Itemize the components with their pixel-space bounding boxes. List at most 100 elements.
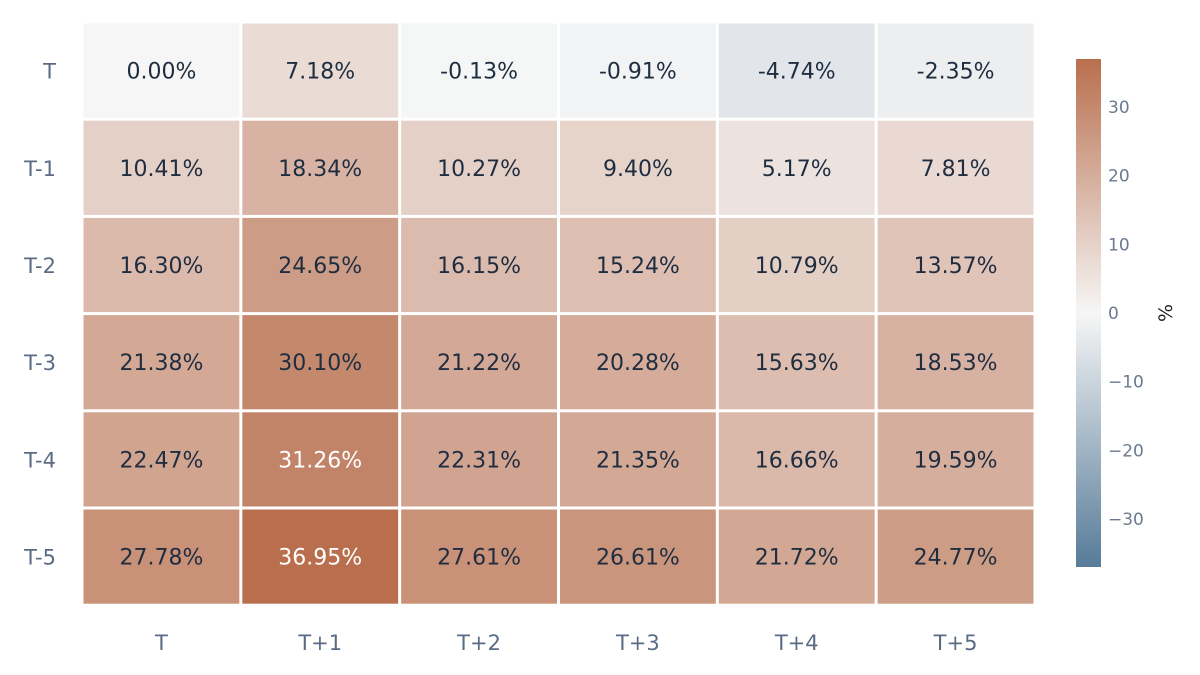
heatmap-cell	[83, 412, 240, 507]
heatmap-cell	[242, 217, 399, 313]
x-tick-label: T+4	[774, 631, 819, 655]
heatmap-cell	[559, 315, 716, 410]
heatmap-cell	[559, 23, 716, 118]
heatmap-cell-labels: 0.00% 7.18% -0.13% -0.91% -4.74% -2.35% 10.41%…	[119, 60, 997, 571]
heatmap-cells	[83, 23, 1034, 604]
cell-value-label: 26.61%	[596, 546, 680, 571]
colorbar-tick-label: 30	[1108, 98, 1130, 118]
cell-value-label: 21.38%	[119, 351, 203, 376]
x-axis-ticks: T T+1 T+2 T+3 T+4 T+5	[154, 631, 977, 655]
heatmap-cell	[242, 412, 399, 507]
y-tick-label: T-1	[23, 157, 56, 181]
colorbar-tick-label: −30	[1108, 510, 1144, 530]
cell-value-label: 36.95%	[278, 546, 362, 571]
cell-value-label: 16.15%	[437, 254, 521, 279]
heatmap-cell	[559, 120, 716, 215]
heatmap-cell	[83, 120, 240, 215]
colorbar-tick-label: 20	[1108, 167, 1130, 187]
cell-value-label: 10.27%	[437, 157, 521, 182]
heatmap-cell	[877, 120, 1034, 215]
cell-value-label: 7.81%	[921, 157, 991, 182]
cell-value-label: 5.17%	[762, 157, 832, 182]
heatmap-cell	[242, 120, 399, 215]
heatmap-cell	[242, 315, 399, 410]
heatmap-cell	[718, 509, 875, 604]
heatmap-cell	[559, 217, 716, 313]
cell-value-label: 21.72%	[755, 546, 839, 571]
heatmap-cell	[83, 509, 240, 604]
colorbar: 30 20 10 0 −10 −20 −30 %	[1076, 59, 1177, 567]
cell-value-label: 16.30%	[119, 254, 203, 279]
cell-value-label: 15.63%	[755, 351, 839, 376]
heatmap-cell	[242, 23, 399, 118]
cell-value-label: 22.47%	[119, 448, 203, 473]
colorbar-title: %	[1155, 304, 1177, 322]
y-tick-label: T-5	[23, 546, 56, 570]
cell-value-label: 24.77%	[914, 546, 998, 571]
colorbar-tick-label: −20	[1108, 441, 1144, 461]
heatmap-cell	[877, 412, 1034, 507]
cell-value-label: -0.91%	[599, 60, 677, 85]
heatmap-cell	[559, 412, 716, 507]
heatmap-cell	[401, 120, 557, 215]
y-tick-label: T-4	[23, 448, 56, 472]
cell-value-label: 13.57%	[914, 254, 998, 279]
y-axis-ticks: T T-1 T-2 T-3 T-4 T-5	[23, 60, 56, 570]
colorbar-tick-label: 0	[1108, 304, 1119, 324]
heatmap-cell	[83, 217, 240, 313]
cell-value-label: 19.59%	[914, 448, 998, 473]
heatmap-cell	[242, 509, 399, 604]
heatmap-cell	[718, 315, 875, 410]
cell-value-label: 27.78%	[119, 546, 203, 571]
heatmap-cell	[401, 315, 557, 410]
x-tick-label: T	[154, 631, 168, 655]
heatmap-cell	[877, 509, 1034, 604]
heatmap-cell	[877, 315, 1034, 410]
cell-value-label: 27.61%	[437, 546, 521, 571]
x-tick-label: T+3	[615, 631, 660, 655]
colorbar-gradient	[1076, 59, 1101, 567]
cell-value-label: 22.31%	[437, 448, 521, 473]
heatmap-cell	[718, 412, 875, 507]
cell-value-label: 0.00%	[126, 60, 196, 85]
cell-value-label: 18.34%	[278, 157, 362, 182]
heatmap-cell	[401, 412, 557, 507]
heatmap-cell	[877, 23, 1034, 118]
y-tick-label: T-2	[23, 254, 56, 278]
cell-value-label: 24.65%	[278, 254, 362, 279]
heatmap-cell	[83, 315, 240, 410]
heatmap-cell	[718, 120, 875, 215]
x-tick-label: T+2	[456, 631, 501, 655]
cell-value-label: -0.13%	[440, 60, 518, 85]
cell-value-label: 21.35%	[596, 448, 680, 473]
heatmap-cell	[877, 217, 1034, 313]
cell-value-label: 20.28%	[596, 351, 680, 376]
colorbar-tick-label: −10	[1108, 373, 1144, 393]
cell-value-label: 15.24%	[596, 254, 680, 279]
heatmap-cell	[718, 217, 875, 313]
cell-value-label: 10.41%	[119, 157, 203, 182]
cell-value-label: -4.74%	[758, 60, 836, 85]
heatmap-cell	[401, 509, 557, 604]
heatmap-cell	[401, 217, 557, 313]
cell-value-label: 16.66%	[755, 448, 839, 473]
cell-value-label: 9.40%	[603, 157, 673, 182]
heatmap-cell	[401, 23, 557, 118]
x-tick-label: T+5	[933, 631, 978, 655]
y-tick-label: T	[42, 60, 56, 84]
cell-value-label: 10.79%	[755, 254, 839, 279]
cell-value-label: 31.26%	[278, 448, 362, 473]
cell-value-label: 21.22%	[437, 351, 521, 376]
heatmap-cell	[559, 509, 716, 604]
colorbar-ticks: 30 20 10 0 −10 −20 −30	[1108, 98, 1144, 530]
cell-value-label: 30.10%	[278, 351, 362, 376]
cell-value-label: -2.35%	[917, 60, 995, 85]
y-tick-label: T-3	[23, 351, 56, 375]
colorbar-tick-label: 10	[1108, 235, 1130, 255]
heatmap-cell	[718, 23, 875, 118]
heatmap-cell	[83, 23, 240, 118]
cell-value-label: 18.53%	[914, 351, 998, 376]
x-tick-label: T+1	[297, 631, 342, 655]
cell-value-label: 7.18%	[285, 60, 355, 85]
